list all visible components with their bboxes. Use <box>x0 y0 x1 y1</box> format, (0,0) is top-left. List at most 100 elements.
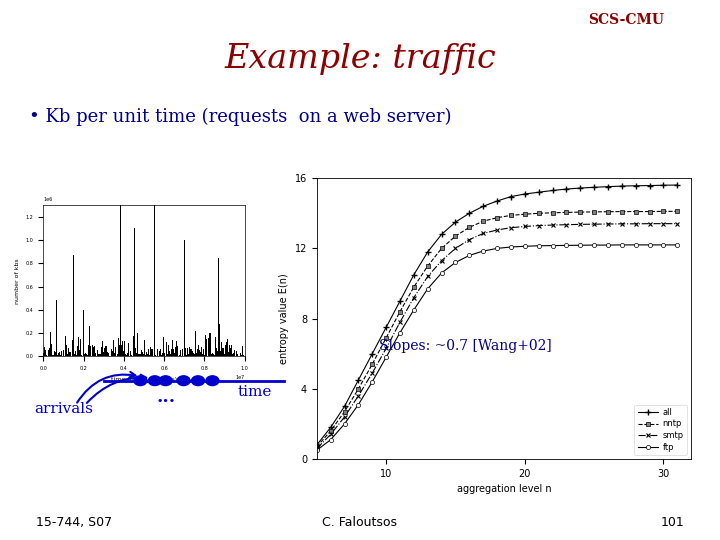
smtp <box>451 245 460 252</box>
smtp <box>631 220 640 227</box>
X-axis label: aggregation level n: aggregation level n <box>456 484 552 494</box>
nntp <box>659 208 667 214</box>
nntp <box>492 214 501 221</box>
smtp <box>562 221 571 228</box>
all <box>548 187 557 194</box>
Text: 101: 101 <box>660 516 684 529</box>
smtp <box>396 319 405 325</box>
ftp <box>631 241 640 248</box>
smtp <box>645 220 654 227</box>
smtp <box>507 225 516 231</box>
nntp <box>326 428 335 434</box>
nntp <box>673 208 682 214</box>
all <box>659 182 667 188</box>
all <box>521 191 529 197</box>
Text: ...: ... <box>156 388 175 406</box>
ftp <box>659 241 667 248</box>
smtp <box>548 222 557 228</box>
smtp <box>341 414 349 420</box>
ftp <box>368 379 377 385</box>
ftp <box>645 241 654 248</box>
ftp <box>312 447 321 454</box>
all <box>507 193 516 200</box>
smtp <box>534 222 543 229</box>
smtp <box>465 237 474 243</box>
smtp <box>326 431 335 437</box>
nntp <box>451 233 460 239</box>
nntp <box>312 443 321 450</box>
Text: • Kb per unit time (requests  on a web server): • Kb per unit time (requests on a web se… <box>29 108 451 126</box>
Text: C. Faloutsos: C. Faloutsos <box>323 516 397 529</box>
ftp <box>548 242 557 249</box>
Line: nntp: nntp <box>315 210 680 449</box>
nntp <box>562 209 571 215</box>
Text: time: time <box>238 384 272 399</box>
ftp <box>618 241 626 248</box>
all <box>451 219 460 225</box>
nntp <box>354 386 363 392</box>
all <box>603 184 612 190</box>
smtp <box>576 221 585 227</box>
ftp <box>341 421 349 427</box>
nntp <box>521 211 529 218</box>
smtp <box>659 220 667 227</box>
Legend: all, nntp, smtp, ftp: all, nntp, smtp, ftp <box>634 404 687 455</box>
ftp <box>354 401 363 408</box>
all <box>423 248 432 255</box>
smtp <box>492 227 501 233</box>
nntp <box>368 361 377 367</box>
ftp <box>534 242 543 249</box>
nntp <box>341 408 349 415</box>
nntp <box>479 218 487 225</box>
all <box>673 182 682 188</box>
all <box>368 350 377 357</box>
all <box>354 377 363 383</box>
Line: smtp: smtp <box>315 221 680 451</box>
nntp <box>645 208 654 215</box>
all <box>326 424 335 431</box>
ftp <box>396 329 405 336</box>
nntp <box>410 284 418 291</box>
all <box>645 183 654 189</box>
ftp <box>521 243 529 249</box>
nntp <box>576 209 585 215</box>
Text: SCS-CMU: SCS-CMU <box>588 14 665 28</box>
all <box>590 184 598 191</box>
all <box>465 210 474 217</box>
all <box>562 186 571 192</box>
ftp <box>590 242 598 248</box>
nntp <box>603 208 612 215</box>
nntp <box>548 210 557 216</box>
ftp <box>479 248 487 254</box>
smtp <box>423 273 432 280</box>
Y-axis label: number of kbs: number of kbs <box>15 258 20 303</box>
ftp <box>603 242 612 248</box>
Line: ftp: ftp <box>315 243 680 453</box>
nntp <box>465 224 474 231</box>
smtp <box>618 220 626 227</box>
all <box>410 272 418 278</box>
smtp <box>479 230 487 237</box>
nntp <box>618 208 626 215</box>
nntp <box>534 210 543 217</box>
ftp <box>562 242 571 248</box>
all <box>618 183 626 190</box>
Line: all: all <box>314 183 680 448</box>
ftp <box>451 259 460 266</box>
nntp <box>437 245 446 252</box>
X-axis label: time (n mili seconds): time (n mili seconds) <box>111 377 177 382</box>
Text: Example: traffic: Example: traffic <box>224 43 496 75</box>
ftp <box>492 245 501 252</box>
nntp <box>423 262 432 269</box>
all <box>479 203 487 210</box>
all <box>341 403 349 409</box>
all <box>631 183 640 189</box>
Text: arrivals: arrivals <box>34 402 93 416</box>
ftp <box>410 307 418 313</box>
ftp <box>576 242 585 248</box>
smtp <box>368 370 377 376</box>
ftp <box>326 436 335 443</box>
all <box>534 189 543 195</box>
smtp <box>382 345 390 352</box>
nntp <box>507 212 516 219</box>
